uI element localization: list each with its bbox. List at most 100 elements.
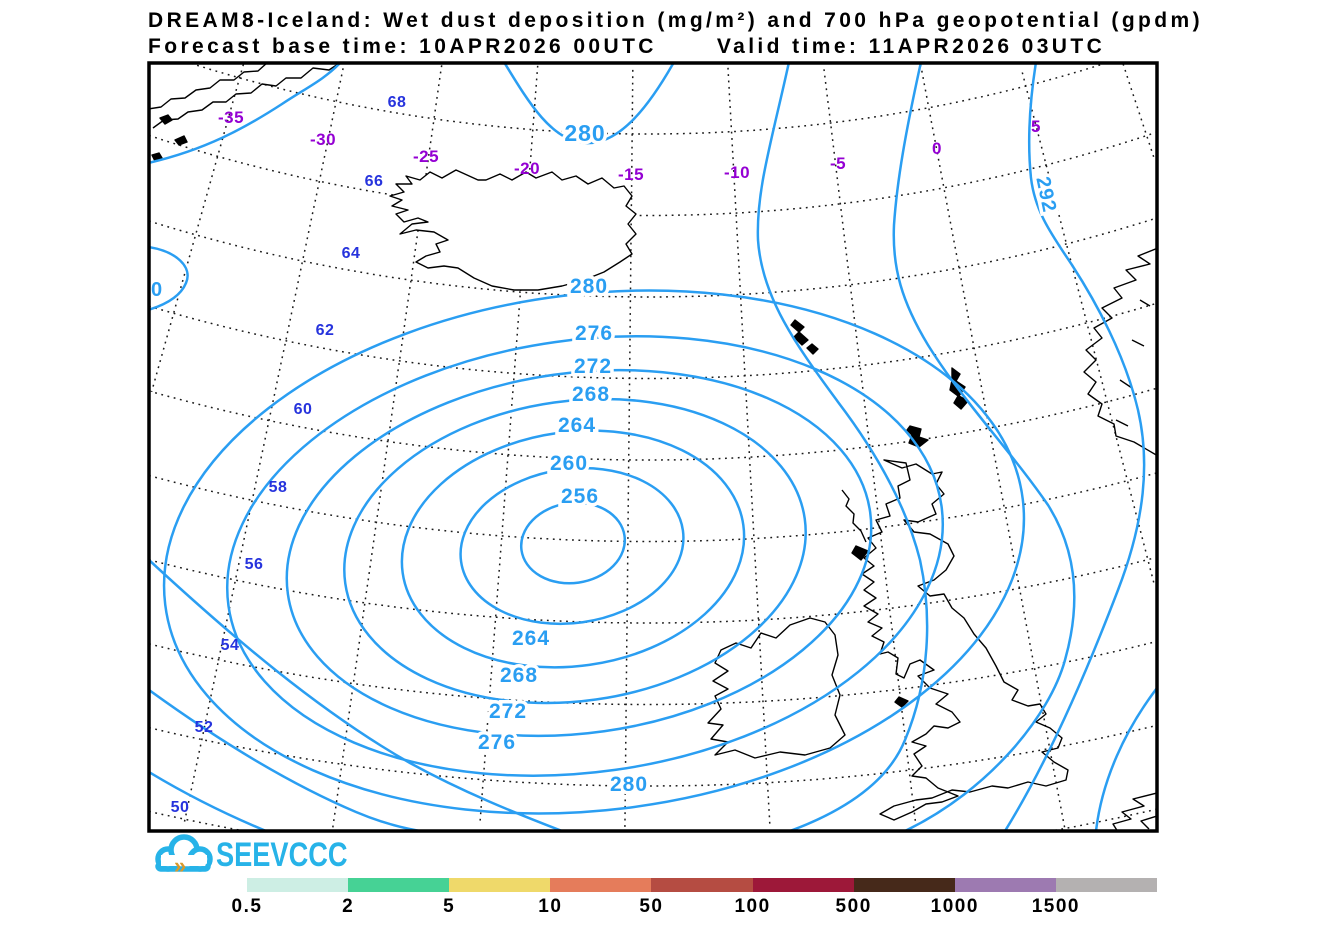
colorbar-segment-1500 (1055, 878, 1157, 892)
contour-284-east (756, 64, 929, 830)
coast-ireland (707, 617, 846, 759)
graticule-labels: -35 -30 -25 -20 -15 -10 -5 0 5 68 66 64 62 60 58 56 54 52… (171, 94, 1041, 816)
colorbar-tick-100: 100 (734, 896, 771, 917)
contour-label-260: 260 (550, 452, 588, 475)
coast-norway-fjords (1115, 299, 1151, 427)
contour-label-264: 264 (558, 414, 596, 437)
valid-time: 11APR2026 03UTC (868, 35, 1106, 58)
lat-line-64 (150, 217, 1156, 298)
lon-label-0: 0 (932, 139, 942, 158)
lat-line-50 (150, 808, 1156, 830)
lon-line-5 (1021, 72, 1156, 586)
lat-line-54 (150, 641, 1156, 706)
lat-label-62: 62 (316, 322, 335, 339)
contour-292-east3 (1004, 64, 1146, 830)
colorbar-tick-0.5: 0.5 (231, 896, 263, 917)
colorbar-segment-1000 (954, 878, 1056, 892)
lat-line-52 (150, 724, 1156, 787)
forecast-base-label: Forecast base time: (148, 35, 410, 58)
lon-line--30 (183, 68, 344, 822)
title-block: DREAM8-Iceland: Wet dust deposition (mg/… (148, 8, 1203, 60)
lat-label-68: 68 (388, 94, 407, 111)
seevccc-logo: » SEEVCCC (150, 833, 380, 877)
contour-label-0: 0 (151, 279, 163, 301)
lon-label--20: -20 (514, 159, 540, 178)
lon-label--10: -10 (724, 163, 750, 182)
coast-iceland (389, 169, 637, 291)
contour-label-264: 264 (512, 627, 550, 650)
chart-title: DREAM8-Iceland: Wet dust deposition (mg/… (148, 9, 1203, 32)
colorbar-tick-10: 10 (538, 896, 563, 917)
contour-label-280: 280 (564, 120, 605, 146)
geopotential-contours (150, 64, 1156, 830)
coast-outer-hebrides (841, 489, 867, 543)
contour-label-268: 268 (572, 383, 610, 406)
contour-label-280: 280 (610, 773, 648, 796)
lat-line-62 (150, 302, 1156, 380)
colorbar-segment-5 (449, 878, 551, 892)
lon-label--25: -25 (413, 147, 439, 166)
coast-isle-of-man (894, 696, 909, 708)
colorbar-tick-1000: 1000 (930, 896, 979, 917)
coast-greenland-coast-b (150, 64, 267, 110)
contour-292-southwest3 (150, 771, 266, 830)
contour-label-292: 292 (1031, 175, 1060, 215)
contour-ring-276 (225, 335, 945, 777)
lat-label-58: 58 (269, 479, 288, 496)
contour-284-northwest (150, 64, 341, 164)
contour-284-southwest (150, 559, 562, 830)
colorbar-tick-2: 2 (342, 896, 355, 917)
contour-label-268: 268 (500, 664, 538, 687)
lon-label-5: 5 (1031, 117, 1041, 136)
colorbar-segment-500 (853, 878, 955, 892)
lon-line--35 (150, 64, 245, 393)
contour-label-280: 280 (570, 275, 608, 298)
colorbar-tick-50: 50 (639, 896, 664, 917)
lat-label-66: 66 (365, 173, 384, 190)
map-inner: 256 260 264 268 272 276 280 264 268 272 276 280 280 2… (150, 64, 1156, 830)
colorbar-tick-1500: 1500 (1031, 896, 1081, 917)
lat-label-60: 60 (294, 401, 313, 418)
colorbar-tick-labels: 0.5 2 5 10 50 100 500 1000 1500 (0, 896, 1329, 922)
contour-ring-256 (519, 501, 627, 585)
contour-ring-264 (400, 429, 746, 669)
contour-ring-280 (162, 289, 1026, 815)
contour-ring-268 (343, 397, 807, 705)
colorbar-segment-0.5 (247, 878, 349, 892)
coast-greenland-coast-a (152, 64, 339, 129)
chart-subtitle: Forecast base time: 10APR2026 00UTC Valid… (148, 34, 1203, 60)
deposition-colorbar (247, 878, 1157, 892)
lat-label-50: 50 (171, 799, 190, 816)
contour-label-272: 272 (489, 700, 527, 723)
coast-skye (851, 545, 869, 561)
lon-label--35: -35 (218, 108, 244, 127)
contour-ring-272 (285, 368, 873, 738)
logo-text: SEEVCCC (216, 835, 348, 874)
contour-284-west-loop (150, 246, 189, 311)
map-frame (147, 61, 1159, 833)
lat-line-58 (150, 472, 1156, 543)
contour-label-256: 256 (561, 485, 599, 508)
contour-label-272: 272 (574, 355, 612, 378)
lon-line-10 (1122, 64, 1156, 160)
lon-label--15: -15 (618, 165, 644, 184)
lat-line-56 (150, 556, 1156, 624)
coast-faroe-islands (790, 319, 819, 355)
contour-ring-260 (459, 466, 685, 626)
contour-label-276: 276 (575, 322, 613, 345)
lat-label-54: 54 (221, 637, 240, 654)
colorbar-segment-2 (348, 878, 450, 892)
coast-greenland-islets (151, 114, 188, 162)
contour-288-east2 (892, 64, 1076, 830)
colorbar-tick-500: 500 (835, 896, 872, 917)
lat-line-68 (191, 64, 1104, 135)
lat-label-56: 56 (245, 556, 264, 573)
lat-line-66 (150, 131, 1156, 217)
lat-label-64: 64 (342, 245, 361, 262)
colorbar-segment-50 (651, 878, 753, 892)
contour-288-southwest2 (150, 689, 419, 830)
colorbar-segment-10 (550, 878, 652, 892)
cloud-icon: » (155, 834, 213, 877)
